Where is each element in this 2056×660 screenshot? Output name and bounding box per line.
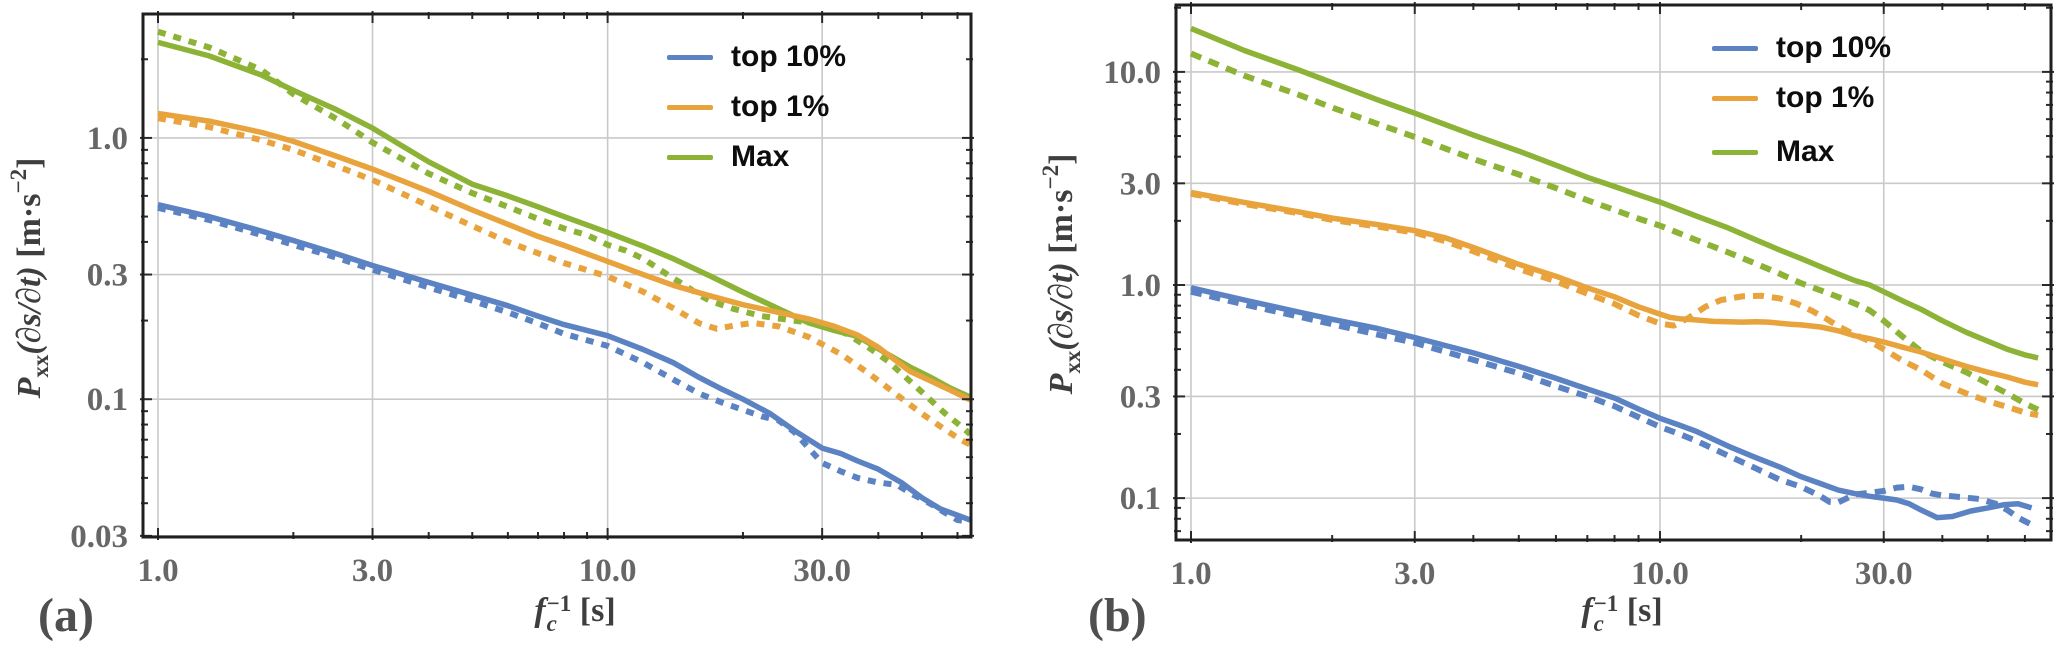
panel-label-a: (a) [38,589,94,642]
y-label-unit-exponent: −2 [6,168,31,194]
x-tick-label: 10.0 [579,553,637,589]
x-tick-label: 1.0 [137,553,178,589]
legend-label: Max [731,140,790,173]
legend-label: top 1% [731,90,830,123]
curve-a-top-1pct [157,110,971,403]
curve-b-max-dashed [1189,50,2040,413]
x-tick-label: 10.0 [1631,556,1689,592]
legend-item-top-1pct: top 1% [667,90,830,123]
x-tick-label: 3.0 [352,553,393,589]
y-label-unit: [m·s [1043,189,1080,263]
legend-label: top 10% [731,40,847,73]
y-tick-label: 1.0 [87,121,128,157]
legend-item-max: Max [1712,135,1835,168]
legend-item-top-10pct: top 10% [1712,31,1892,64]
x-label-exponent: −1 [546,591,572,617]
legend-item-max: Max [667,140,790,173]
y-tick-label: 3.0 [1120,166,1161,202]
x-axis-label-a: f −1 c [s] [405,591,745,636]
curve-b-top-1pct [1190,189,2039,388]
y-label-argument: (∂s/∂t) [1043,262,1080,351]
legend-swatch-top-1pct [1712,95,1758,101]
y-axis-label-b: Pxx(∂s/∂t) [m·s−2] [1038,0,1086,554]
y-label-subscript: xx [1060,350,1085,374]
legend-swatch-top-1pct [667,104,713,110]
curve-a-top-1pct-dashed [157,115,971,448]
y-label-symbol: P [11,377,48,399]
x-label-subsup: −1 c [1593,591,1619,636]
x-label-symbol: f [1581,592,1593,629]
curve-a-max-dashed [157,28,971,437]
y-label-unit-exponent: −2 [1038,164,1063,190]
curve-b-max [1189,25,2039,361]
curve-a-top-10pct-dashed [157,204,971,525]
x-label-unit: [s] [571,592,616,629]
y-label-argument: (∂s/∂t) [11,266,48,355]
legend-label: Max [1776,135,1835,168]
x-tick-label: 1.0 [1170,556,1211,592]
y-tick-label: 1.0 [1120,268,1161,304]
legend-label: top 1% [1776,81,1875,114]
y-axis-label-a: Pxx(∂s/∂t) [m·s−2] [6,0,54,558]
y-tick-label: 0.3 [87,258,128,294]
x-tick-label: 30.0 [793,553,851,589]
x-label-subscript: c [546,611,557,636]
curve-b-top-10pct-dashed [1190,288,2033,528]
x-label-symbol: f [534,592,546,629]
panel-label-b: (b) [1088,589,1147,642]
curve-b-top-1pct-dashed [1190,190,2039,419]
y-tick-label: 0.03 [70,519,128,555]
plot-frame [141,12,973,539]
curve-a-top-10pct [157,202,971,523]
x-tick-label: 3.0 [1394,556,1435,592]
y-tick-label: 0.3 [1120,379,1161,415]
y-label-unit-close: ] [1043,153,1080,165]
legend-swatch-top-10pct [1712,45,1758,51]
y-label-symbol: P [1043,373,1080,395]
x-tick-label: 30.0 [1855,556,1913,592]
y-tick-label: 0.1 [87,382,128,418]
curve-b-top-10pct [1190,285,2033,521]
x-axis-label-b: f −1 c [s] [1452,591,1792,636]
y-label-unit-close: ] [11,157,48,169]
plot-frame [1174,3,2053,542]
legend-swatch-max [1712,149,1758,155]
legend-swatch-max [667,154,713,160]
legend-label: top 10% [1776,31,1892,64]
x-label-unit: [s] [1618,592,1663,629]
curve-a-max [157,39,971,400]
legend-swatch-top-10pct [667,54,713,60]
y-label-subscript: xx [28,354,53,378]
legend-item-top-1pct: top 1% [1712,81,1875,114]
y-tick-label: 10.0 [1103,55,1161,91]
x-label-subscript: c [1593,611,1604,636]
x-label-subsup: −1 c [546,591,572,636]
legend-item-top-10pct: top 10% [667,40,847,73]
y-tick-label: 0.1 [1120,481,1161,517]
y-label-unit: [m·s [11,193,48,267]
x-label-exponent: −1 [1593,591,1619,617]
